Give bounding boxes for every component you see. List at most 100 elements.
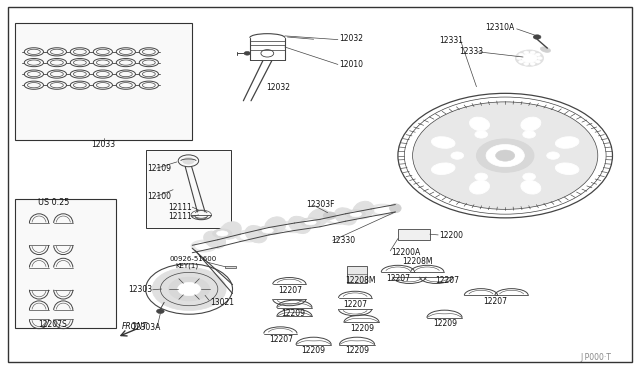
Bar (147, 150, 230, 228)
Bar (15, 23, 192, 140)
Text: 12032: 12032 (266, 83, 290, 92)
Circle shape (152, 267, 226, 311)
Text: 12330: 12330 (332, 236, 356, 246)
Circle shape (518, 53, 524, 56)
Ellipse shape (240, 232, 257, 240)
Text: 12208M: 12208M (346, 276, 376, 285)
Ellipse shape (350, 212, 362, 217)
Circle shape (475, 173, 488, 180)
Circle shape (182, 157, 194, 164)
Text: 12207: 12207 (343, 300, 367, 309)
Circle shape (530, 51, 535, 54)
Ellipse shape (556, 137, 579, 148)
Text: 12207S: 12207S (38, 321, 67, 330)
Text: 12303: 12303 (129, 285, 152, 294)
Circle shape (516, 57, 522, 60)
Bar (348, 266, 367, 283)
Circle shape (476, 139, 534, 172)
Text: 12209: 12209 (434, 320, 458, 328)
Text: 12109: 12109 (148, 164, 172, 173)
Ellipse shape (335, 208, 356, 225)
Ellipse shape (540, 47, 550, 52)
Text: 12207: 12207 (435, 276, 459, 285)
Ellipse shape (390, 204, 401, 213)
Ellipse shape (204, 231, 225, 248)
Circle shape (535, 53, 540, 56)
Ellipse shape (521, 117, 541, 131)
Ellipse shape (280, 221, 306, 233)
Ellipse shape (191, 240, 216, 252)
Circle shape (518, 60, 524, 63)
Circle shape (524, 51, 529, 54)
Ellipse shape (330, 215, 346, 222)
Circle shape (537, 57, 542, 60)
Circle shape (323, 212, 336, 219)
Ellipse shape (353, 201, 374, 219)
Circle shape (533, 35, 541, 39)
Ellipse shape (521, 180, 541, 194)
Circle shape (523, 131, 536, 138)
Text: 12303A: 12303A (132, 323, 161, 332)
Ellipse shape (556, 163, 579, 174)
Circle shape (522, 54, 537, 62)
Text: 12208M: 12208M (402, 257, 432, 266)
Ellipse shape (470, 117, 490, 131)
Ellipse shape (346, 210, 365, 219)
Ellipse shape (305, 220, 316, 225)
Ellipse shape (374, 206, 391, 214)
Ellipse shape (289, 216, 310, 234)
Ellipse shape (431, 163, 455, 174)
Ellipse shape (216, 231, 228, 236)
Text: 12111: 12111 (168, 203, 192, 212)
Ellipse shape (325, 213, 351, 225)
Text: 00926-51600: 00926-51600 (170, 256, 217, 262)
Circle shape (530, 62, 535, 65)
Bar (15, 199, 116, 328)
Circle shape (177, 282, 200, 296)
Circle shape (244, 51, 250, 55)
Text: 12303F: 12303F (306, 200, 335, 209)
Ellipse shape (431, 137, 455, 148)
Circle shape (169, 277, 209, 301)
Text: 12209: 12209 (301, 346, 325, 355)
Ellipse shape (220, 222, 241, 239)
Circle shape (515, 50, 543, 66)
Text: 12207: 12207 (387, 274, 410, 283)
Ellipse shape (370, 204, 396, 216)
Text: 12331: 12331 (439, 36, 463, 45)
Text: 12333: 12333 (460, 47, 483, 56)
Circle shape (486, 144, 524, 167)
Text: 12111: 12111 (168, 212, 192, 221)
Ellipse shape (195, 242, 212, 250)
Ellipse shape (265, 217, 286, 234)
Bar (225, 266, 236, 268)
Bar (398, 229, 430, 240)
Text: 12209: 12209 (282, 310, 306, 318)
Text: 12207: 12207 (278, 286, 302, 295)
Ellipse shape (262, 228, 273, 233)
Text: 12310A: 12310A (484, 23, 514, 32)
Ellipse shape (236, 230, 261, 242)
Circle shape (157, 309, 164, 314)
Circle shape (475, 131, 488, 138)
Text: 12207: 12207 (483, 297, 508, 306)
Circle shape (547, 152, 559, 159)
Text: 12209: 12209 (346, 346, 369, 355)
Text: 12200A: 12200A (392, 248, 420, 257)
Ellipse shape (245, 225, 267, 243)
Text: 12010: 12010 (339, 60, 363, 69)
Circle shape (524, 62, 529, 65)
Circle shape (535, 60, 540, 63)
Text: 12033: 12033 (92, 140, 116, 149)
Text: 12207: 12207 (269, 335, 293, 344)
Ellipse shape (258, 226, 277, 235)
Text: US 0.25: US 0.25 (38, 198, 69, 207)
Ellipse shape (308, 209, 330, 226)
Ellipse shape (285, 223, 301, 231)
Circle shape (495, 150, 515, 161)
Text: FRONT: FRONT (122, 321, 148, 331)
Ellipse shape (301, 218, 320, 227)
Circle shape (523, 173, 536, 180)
Text: 12100: 12100 (148, 192, 172, 201)
Circle shape (413, 102, 598, 209)
